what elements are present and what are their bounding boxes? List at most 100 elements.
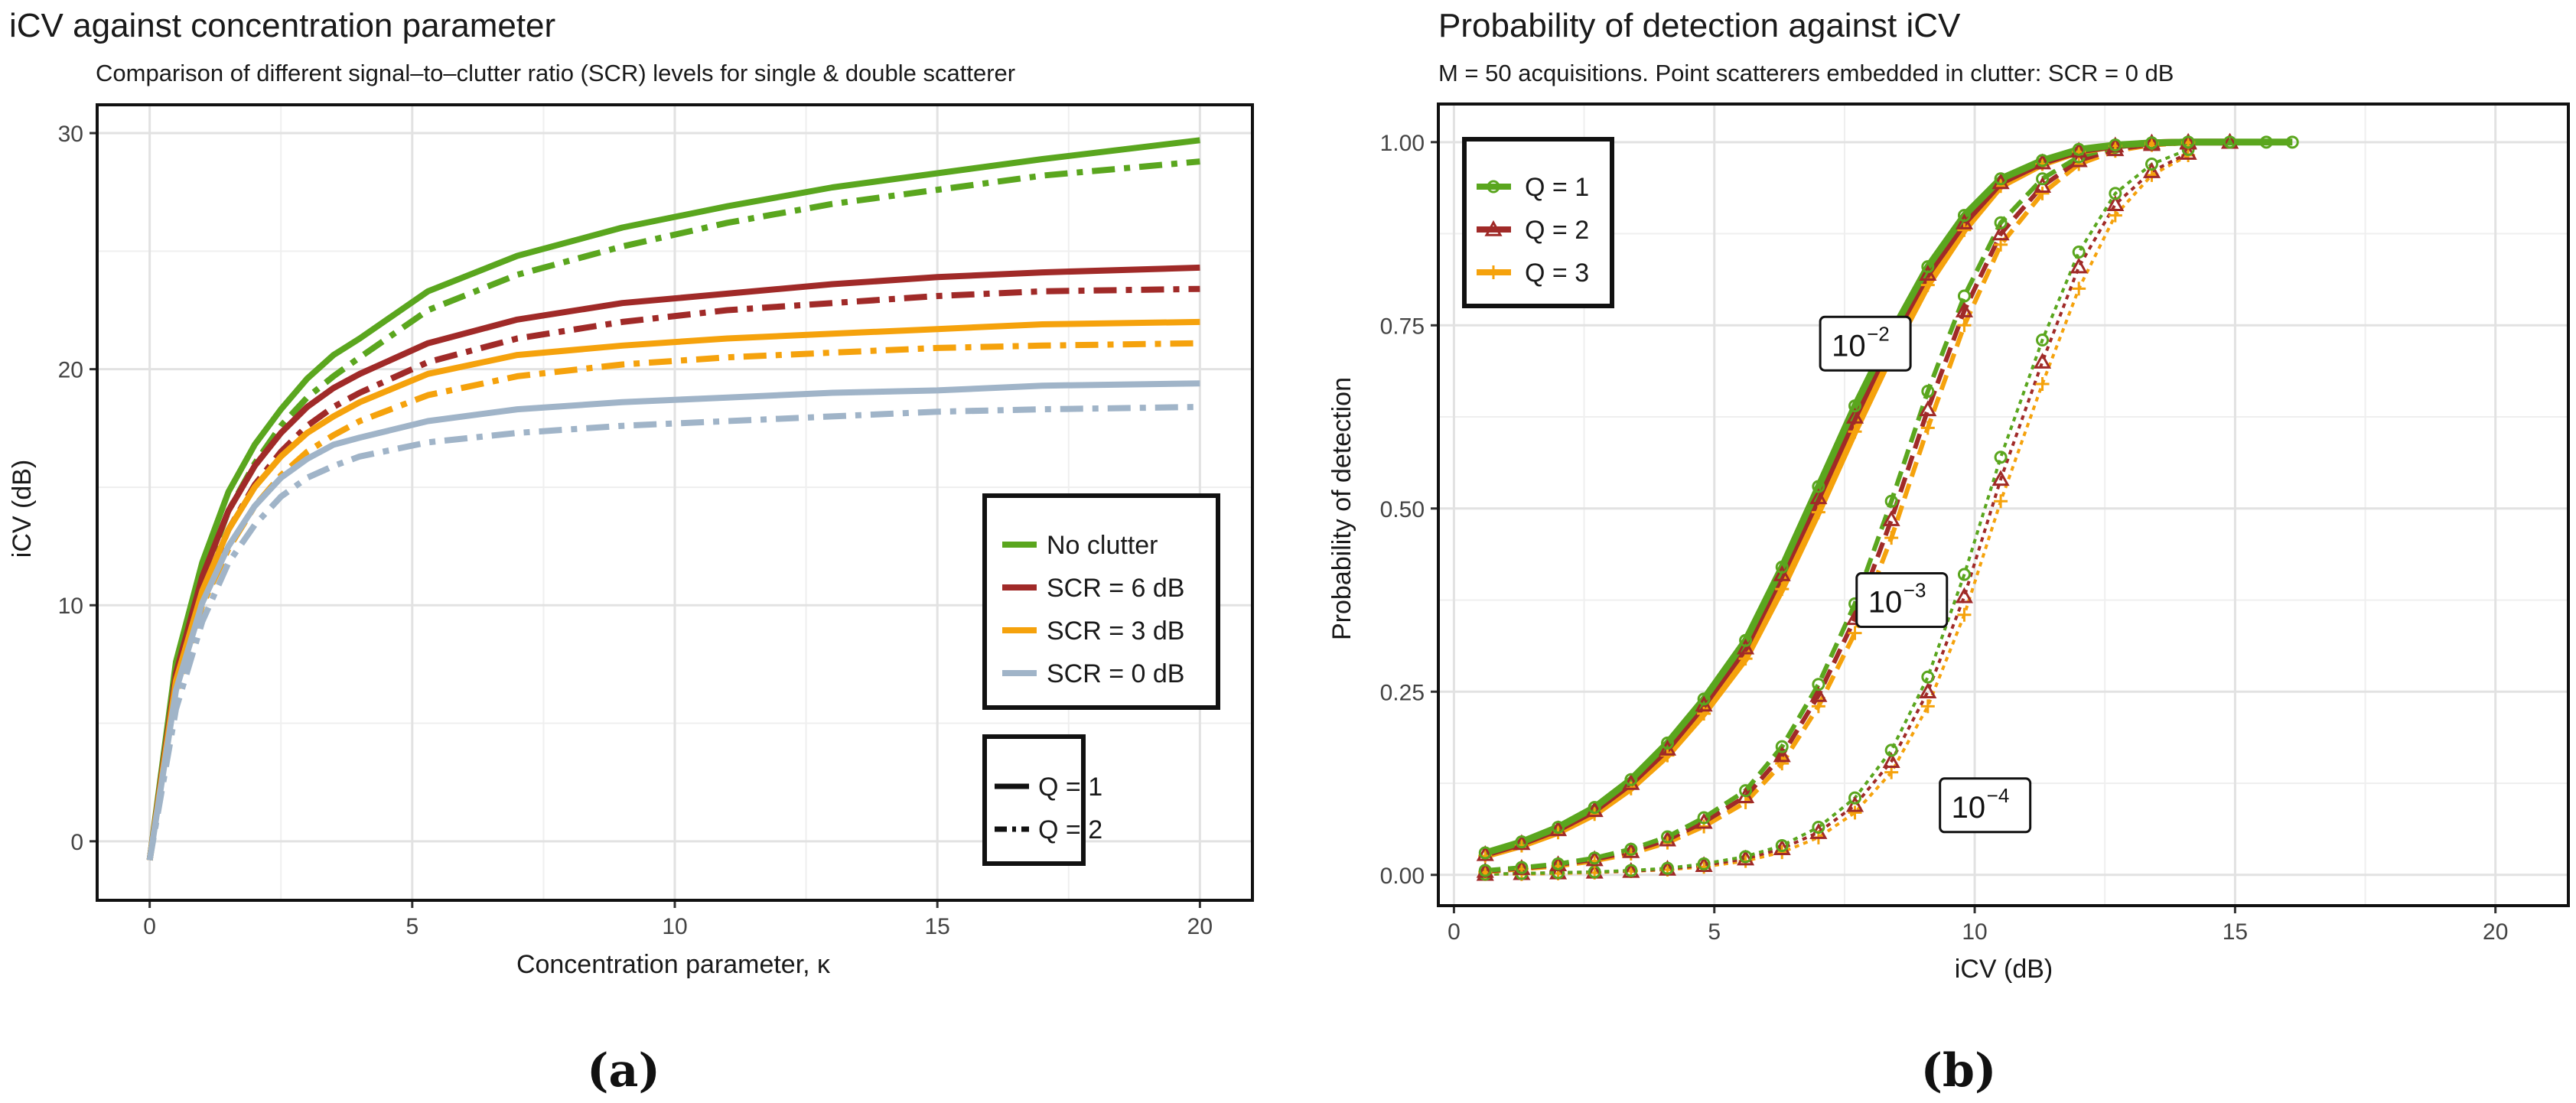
panel-b-legend-box [1462,137,1614,308]
panel-b-y-tick-label: 0.75 [1380,314,1425,339]
series-line-q-2-pfa-10-4 [1485,151,2189,876]
legend-label-no-clutter: No clutter [1047,531,1158,560]
panel-a-tag: (a) [587,1044,660,1098]
panel-a-linetype-legend: Q = 1 Q = 2 [982,734,1102,866]
data-point-q-1-pfa-10-2 [1994,172,2008,186]
data-point-q-1-pfa-10-2 [1478,846,1492,860]
data-point-q-3-pfa-10-4 [1957,607,1972,622]
legend-label-q1-b: Q = 1 [1525,173,1589,202]
data-point-q-2-pfa-10-3 [1773,746,1791,763]
data-point-q-1-pfa-10-4 [1921,670,1935,684]
data-point-q-1-pfa-10-2 [1775,560,1789,574]
data-point-q-3-pfa-10-2 [1848,425,1862,439]
pfa-label-base: 10 [1952,791,1986,825]
data-point-q-1-pfa-10-3 [1921,385,1935,399]
data-point-q-1-pfa-10-2 [2036,154,2050,168]
data-point-q-1-pfa-10-4 [1697,857,1711,870]
data-point-q-2-pfa-10-2 [1845,407,1864,424]
legend-label-q1: Q = 1 [1038,773,1102,802]
data-point-q-2-pfa-10-2 [1809,488,1828,505]
data-point-q-2-pfa-10-4 [1695,856,1713,873]
data-point-q-2-pfa-10-2 [2033,153,2052,170]
series-line-scr-6-db-q1 [146,264,1200,861]
data-point-q-1-pfa-10-2 [1624,773,1638,786]
series-line-no-clutter-q1 [146,137,1200,861]
data-point-q-3-pfa-10-3 [1775,756,1790,771]
pfa-label-box [1939,777,2032,834]
panel-b-y-axis-label: Probability of detection [1327,377,1356,640]
panel-b-y-tick-label: 1.00 [1380,131,1425,156]
data-point-q-1-pfa-10-3 [1624,842,1638,856]
data-point-q-1-pfa-10-4 [1812,820,1825,834]
panel-a-color-legend: No clutter SCR = 6 dB SCR = 3 dB SCR = 0… [982,493,1220,710]
data-point-q-1-pfa-10-2 [2072,142,2086,156]
data-point-q-1-pfa-10-3 [1775,740,1789,753]
data-point-q-2-pfa-10-4 [2033,353,2052,369]
data-point-q-1-pfa-10-4 [1739,850,1753,864]
panel-a-y-tick-label: 30 [58,122,83,147]
data-point-q-1-pfa-10-4 [1884,743,1898,757]
data-point-q-1-pfa-10-2 [2109,138,2122,152]
panel-b-subtitle: M = 50 acquisitions. Point scatterers em… [1438,60,2174,86]
data-point-q-2-pfa-10-2 [1955,213,1974,229]
panel-b-x-tick-label: 20 [2483,919,2508,945]
data-point-q-2-pfa-10-3 [1955,301,1974,317]
panel-a-x-tick-label: 5 [405,914,418,939]
panel-a-x-tick-label: 10 [662,914,687,939]
data-point-q-3-pfa-10-3 [1957,318,1972,333]
data-point-q-1-pfa-10-3 [1697,811,1711,825]
legend-key-q2 [1477,220,1511,236]
legend-marker-q-2 [1484,220,1503,236]
panel-b-plot-border [1437,102,2570,907]
data-point-q-2-pfa-10-4 [2106,195,2125,211]
data-point-q-2-pfa-10-4 [2070,257,2088,274]
data-point-q-2-pfa-10-2 [1737,638,1755,655]
data-point-q-2-pfa-10-3 [1585,850,1604,867]
legend-marker-q-3 [1487,265,1500,279]
data-point-q-1-pfa-10-2 [1552,820,1565,834]
pfa-label-box [1819,315,1912,372]
panel-b-title: Probability of detection against iCV [1438,7,1961,44]
pfa-label-10-4: 10 −4 [1939,777,2032,834]
data-point-q-3-pfa-10-2 [1957,223,1972,237]
legend-label-scr-3db: SCR = 3 dB [1047,617,1184,646]
data-point-q-2-pfa-10-2 [1476,844,1494,861]
panel-b-y-tick-label: 0.25 [1380,680,1425,705]
data-point-q-1-pfa-10-3 [1884,494,1898,508]
data-point-q-1-pfa-10-2 [1957,209,1971,223]
data-point-q-2-pfa-10-2 [1773,565,1791,581]
data-point-q-1-pfa-10-4 [2144,158,2158,171]
data-point-q-2-pfa-10-2 [1919,265,1937,281]
panel-b-pfa-annotations: 10−210−310−4 [1819,315,2032,834]
panel-a-linetype-legend-box [982,734,1086,866]
data-point-q-1-pfa-10-3 [1739,784,1753,798]
pfa-label-exponent: −3 [1904,579,1926,602]
data-point-q-1-pfa-10-2 [2285,135,2299,149]
data-point-q-3-pfa-10-2 [1697,707,1711,721]
data-point-q-2-pfa-10-4 [1882,752,1900,768]
legend-label-q3-b: Q = 3 [1525,259,1589,288]
data-point-q-3-pfa-10-2 [1811,505,1825,519]
series-line-scr-0-db-q1 [146,380,1200,861]
data-point-q-1-pfa-10-3 [1552,857,1565,870]
data-point-q-3-pfa-10-3 [1884,531,1899,545]
data-point-q-3-pfa-10-3 [2035,186,2050,200]
panel-a-y-tick-label: 10 [58,594,83,619]
data-point-q-2-pfa-10-3 [2033,177,2052,193]
data-point-q-1-pfa-10-3 [1660,830,1674,844]
data-point-q-3-pfa-10-2 [1775,582,1790,597]
data-point-q-2-pfa-10-3 [1919,400,1937,417]
data-point-q-1-pfa-10-4 [2072,246,2086,259]
data-point-q-2-pfa-10-4 [2142,162,2161,178]
data-point-q-3-pfa-10-3 [1848,626,1862,640]
legend-label-q2-b: Q = 2 [1525,216,1589,245]
data-point-q-1-pfa-10-2 [1660,736,1674,750]
data-point-q-1-pfa-10-3 [1957,289,1971,303]
data-point-q-1-pfa-10-4 [1775,838,1789,852]
data-point-q-1-pfa-10-2 [1515,835,1529,849]
data-point-q-2-pfa-10-4 [1991,470,2010,486]
panel-b-x-axis-label: iCV (dB) [1955,955,2053,984]
pfa-label-exponent: −4 [1987,784,2010,807]
series-line-q-3-pfa-10-4 [1485,154,2190,876]
